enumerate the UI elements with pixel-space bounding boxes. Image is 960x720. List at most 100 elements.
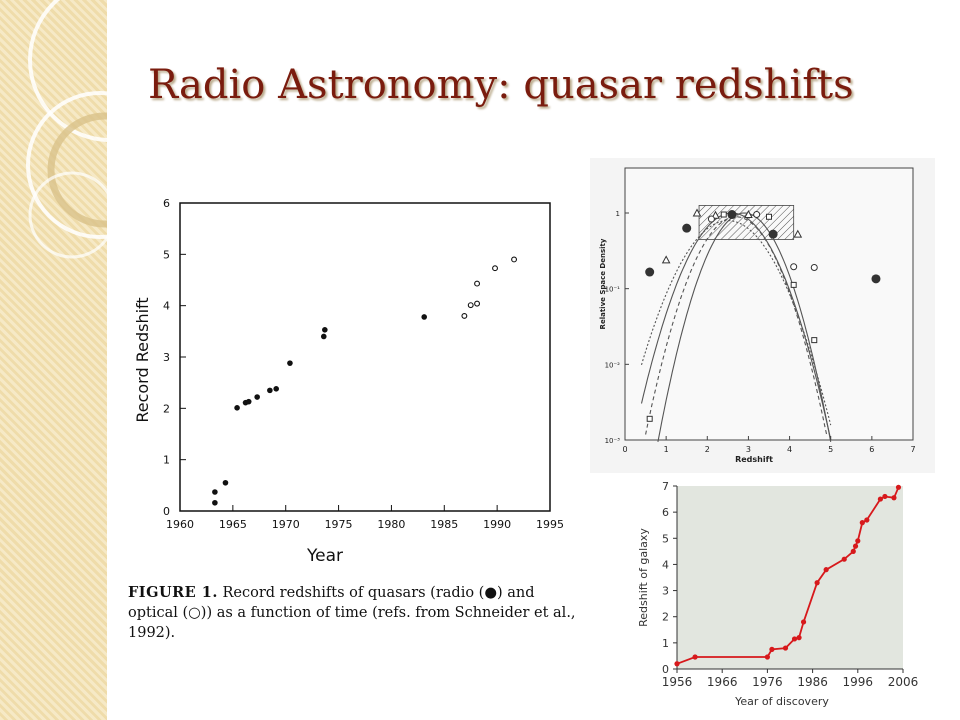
y-tick-label: 5 xyxy=(163,248,170,261)
data-point-radio xyxy=(222,479,229,486)
y-tick-label: 3 xyxy=(662,585,669,598)
data-point xyxy=(692,654,698,660)
data-point xyxy=(769,646,775,652)
data-point-radio xyxy=(212,489,218,495)
record-redshift-chart: 1960 1965 1970 1975 1980 1985 1990 1995 0 1 2 3 4 5 6 Y… xyxy=(133,197,564,566)
x-tick-label: 4 xyxy=(787,445,792,454)
data-point xyxy=(859,520,865,526)
x-tick-label: 2 xyxy=(705,445,710,454)
data-point-optical xyxy=(467,302,474,309)
x-tick-label: 1956 xyxy=(662,675,693,689)
y-tick-label: 10⁻² xyxy=(605,361,621,369)
y-tick-label: 5 xyxy=(662,532,669,545)
marker-open-circle xyxy=(810,263,818,271)
marker-triangle xyxy=(744,209,753,219)
y-tick-label: 1 xyxy=(163,454,170,467)
decorative-circles xyxy=(26,0,107,259)
x-tick-label: 1986 xyxy=(797,675,828,689)
x-tick-label: 1970 xyxy=(272,518,300,531)
marker-filled-circle xyxy=(727,210,737,220)
x-axis-label: Year of discovery xyxy=(734,695,829,708)
data-point-radio xyxy=(254,394,260,400)
y-tick-label: 2 xyxy=(163,402,170,415)
marker-triangle xyxy=(661,255,671,264)
y-tick-label: 1 xyxy=(662,637,669,650)
marker-triangle xyxy=(692,208,702,217)
y-tick-label: 6 xyxy=(163,197,170,210)
data-point-radio xyxy=(212,499,218,506)
x-axis-label: Redshift xyxy=(735,455,773,464)
slide-title: Radio Astronomy: quasar redshifts xyxy=(148,62,854,108)
caption-figure-label: FIGURE 1. xyxy=(128,584,218,601)
marker-square xyxy=(720,211,727,218)
space-density-chart: 0 1 2 3 4 5 6 7 1 10⁻¹ 10⁻² 10⁻³ Redshift Relative Sp… xyxy=(590,158,935,473)
data-point xyxy=(850,548,856,554)
data-point xyxy=(841,556,847,562)
data-point-optical xyxy=(474,300,481,307)
y-tick-label: 6 xyxy=(662,506,669,519)
x-tick-label: 1975 xyxy=(325,518,353,531)
x-tick-label: 6 xyxy=(869,445,874,454)
data-point xyxy=(877,496,883,502)
data-point-radio xyxy=(234,405,240,411)
x-tick-label: 1960 xyxy=(166,518,194,531)
x-tick-label: 7 xyxy=(910,445,915,454)
data-point-radio xyxy=(320,333,327,340)
marker-square xyxy=(790,281,797,288)
fit-curve xyxy=(657,212,832,443)
x-tick-label: 1996 xyxy=(843,675,874,689)
x-tick-label: 1976 xyxy=(752,675,783,689)
plot-area xyxy=(677,486,903,669)
plot-frame xyxy=(179,202,551,512)
x-tick-label: 1990 xyxy=(483,518,511,531)
marker-square xyxy=(646,415,653,422)
y-tick-label: 4 xyxy=(163,300,170,313)
marker-square xyxy=(766,213,772,220)
x-axis-label: Year xyxy=(306,546,343,566)
marker-filled-circle xyxy=(768,229,778,239)
data-point-radio xyxy=(267,387,273,394)
data-point xyxy=(782,645,789,651)
y-tick-label: 10⁻³ xyxy=(605,437,621,445)
marker-open-circle xyxy=(790,263,798,271)
marker-triangle xyxy=(793,229,803,238)
x-tick-label: 0 xyxy=(622,445,627,454)
y-tick-label: 2 xyxy=(662,611,669,624)
y-tick-label: 7 xyxy=(662,480,669,493)
x-tick-label: 3 xyxy=(746,445,751,454)
x-tick-label: 1965 xyxy=(219,518,247,531)
y-axis-label: Relative Space Density xyxy=(599,238,607,329)
data-point-optical xyxy=(511,256,518,263)
data-point xyxy=(855,538,861,544)
data-point xyxy=(796,635,802,641)
data-point xyxy=(814,580,820,586)
data-point xyxy=(823,567,829,573)
x-tick-label: 1985 xyxy=(430,518,458,531)
x-tick-label: 1 xyxy=(664,445,669,454)
data-point-radio xyxy=(322,326,328,333)
data-point xyxy=(895,484,902,490)
x-tick-label: 2006 xyxy=(888,675,919,689)
y-tick-label: 1 xyxy=(616,210,620,218)
x-tick-label: 5 xyxy=(828,445,833,454)
data-point-optical xyxy=(474,280,481,287)
marker-open-circle xyxy=(753,211,761,219)
data-point xyxy=(800,619,807,625)
x-tick-label: 1995 xyxy=(536,518,564,531)
y-tick-label: 10⁻¹ xyxy=(605,286,621,294)
data-point xyxy=(864,517,870,523)
data-point xyxy=(882,493,888,500)
x-tick-label: 1966 xyxy=(707,675,738,689)
data-point-radio xyxy=(245,398,252,405)
data-point-optical xyxy=(492,265,498,272)
y-axis-label: Redshift of galaxy xyxy=(637,528,650,627)
data-point-radio xyxy=(273,386,279,392)
hatched-region xyxy=(698,205,795,240)
caption-text: Record redshifts of quasars (radio (●) a… xyxy=(128,585,576,641)
data-point-radio xyxy=(287,360,293,366)
data-point xyxy=(891,495,897,501)
x-tick-label: 1980 xyxy=(377,518,405,531)
data-point-radio xyxy=(421,314,428,320)
y-tick-label: 0 xyxy=(662,663,669,676)
marker-square xyxy=(811,337,818,344)
